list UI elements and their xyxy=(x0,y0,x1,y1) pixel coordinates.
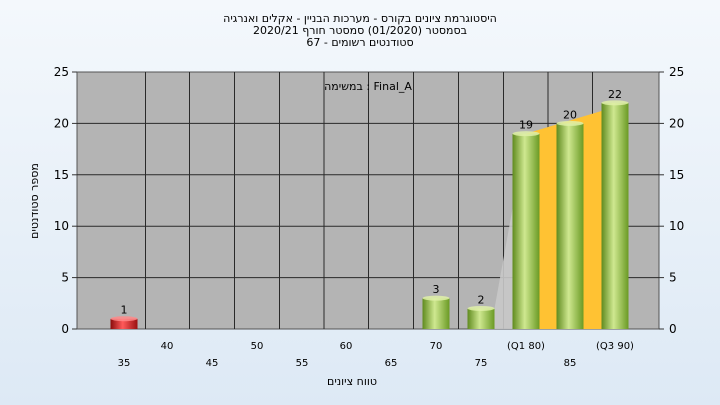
x-tick-label: 70 xyxy=(430,341,443,352)
y-tick-label-left: 15 xyxy=(54,168,69,182)
x-tick-label: 55 xyxy=(296,358,309,369)
y-tick-label-right: 0 xyxy=(669,322,677,336)
y-tick-label-left: 20 xyxy=(54,116,69,130)
y-tick-label-right: 25 xyxy=(669,65,684,79)
bar-top xyxy=(601,100,629,106)
bar-90 xyxy=(601,100,629,329)
x-tick-label: 60 xyxy=(340,341,353,352)
y-tick-label-right: 10 xyxy=(669,219,684,233)
bar-value-label: 1 xyxy=(121,304,128,317)
bar-body xyxy=(601,102,629,329)
x-tick-label: 85 xyxy=(564,358,577,369)
bar-body xyxy=(110,318,138,329)
x-tick-label: (Q3 90) xyxy=(596,341,634,352)
bar-body xyxy=(556,123,584,330)
bar-value-label: 2 xyxy=(478,293,485,306)
chart-title: היסטוגרמת ציונים בקורס - מערכות הבניין -… xyxy=(223,12,497,49)
bar-35 xyxy=(110,316,138,329)
y-tick-label-right: 15 xyxy=(669,168,684,182)
bar-70 xyxy=(422,295,450,329)
x-axis-labels-row2: 35 45 55 65 75 85 xyxy=(118,358,577,369)
bar-85 xyxy=(556,120,584,330)
x-tick-label: 75 xyxy=(475,358,488,369)
y-tick-label-left: 25 xyxy=(54,65,69,79)
y-tick-label-left: 5 xyxy=(61,271,69,285)
bar-value-label: 22 xyxy=(608,88,622,101)
y-tick-label-right: 5 xyxy=(669,271,677,285)
title-line-3: סטודנטים רשומים - 67 xyxy=(306,36,413,49)
title-line-2: בסמסטר (01/2020) סמסטר חורף 2020/21 xyxy=(253,24,467,37)
bar-top xyxy=(422,295,450,301)
y-axis-title: מספר סטודנטים xyxy=(28,163,41,239)
y-tick-label-left: 10 xyxy=(54,219,69,233)
y-tick-label-right: 20 xyxy=(669,116,684,130)
bar-top xyxy=(556,120,584,126)
x-tick-label: 45 xyxy=(206,358,219,369)
bars xyxy=(110,100,629,330)
bar-value-label: 20 xyxy=(563,108,577,121)
title-line-1: היסטוגרמת ציונים בקורס - מערכות הבניין -… xyxy=(223,12,497,25)
bar-value-labels: 1 3 2 19 20 22 xyxy=(121,88,623,317)
bar-value-label: 19 xyxy=(519,119,533,132)
bar-top xyxy=(110,316,138,322)
y-axis-left: 0 5 10 15 20 25 xyxy=(54,65,77,336)
y-tick-label-left: 0 xyxy=(61,322,69,336)
x-axis-labels-row1: 40 50 60 70 (Q1 80) (Q3 90) xyxy=(161,341,634,352)
task-annotation: במשימה : Final_A xyxy=(324,80,412,93)
x-tick-label: 35 xyxy=(118,358,131,369)
x-tick-label: 65 xyxy=(385,358,398,369)
x-tick-label: 50 xyxy=(251,341,264,352)
x-axis-title: טווח ציונים xyxy=(327,375,377,388)
x-tick-label: (Q1 80) xyxy=(507,341,545,352)
bar-body xyxy=(422,298,450,329)
bar-body xyxy=(512,133,540,329)
x-tick-label: 40 xyxy=(161,341,174,352)
bar-body xyxy=(467,308,495,329)
bar-value-label: 3 xyxy=(433,283,440,296)
bar-top xyxy=(467,305,495,311)
bar-80 xyxy=(512,131,540,329)
bar-top xyxy=(512,131,540,137)
bar-75 xyxy=(467,305,495,329)
y-axis-right: 0 5 10 15 20 25 xyxy=(659,65,684,336)
